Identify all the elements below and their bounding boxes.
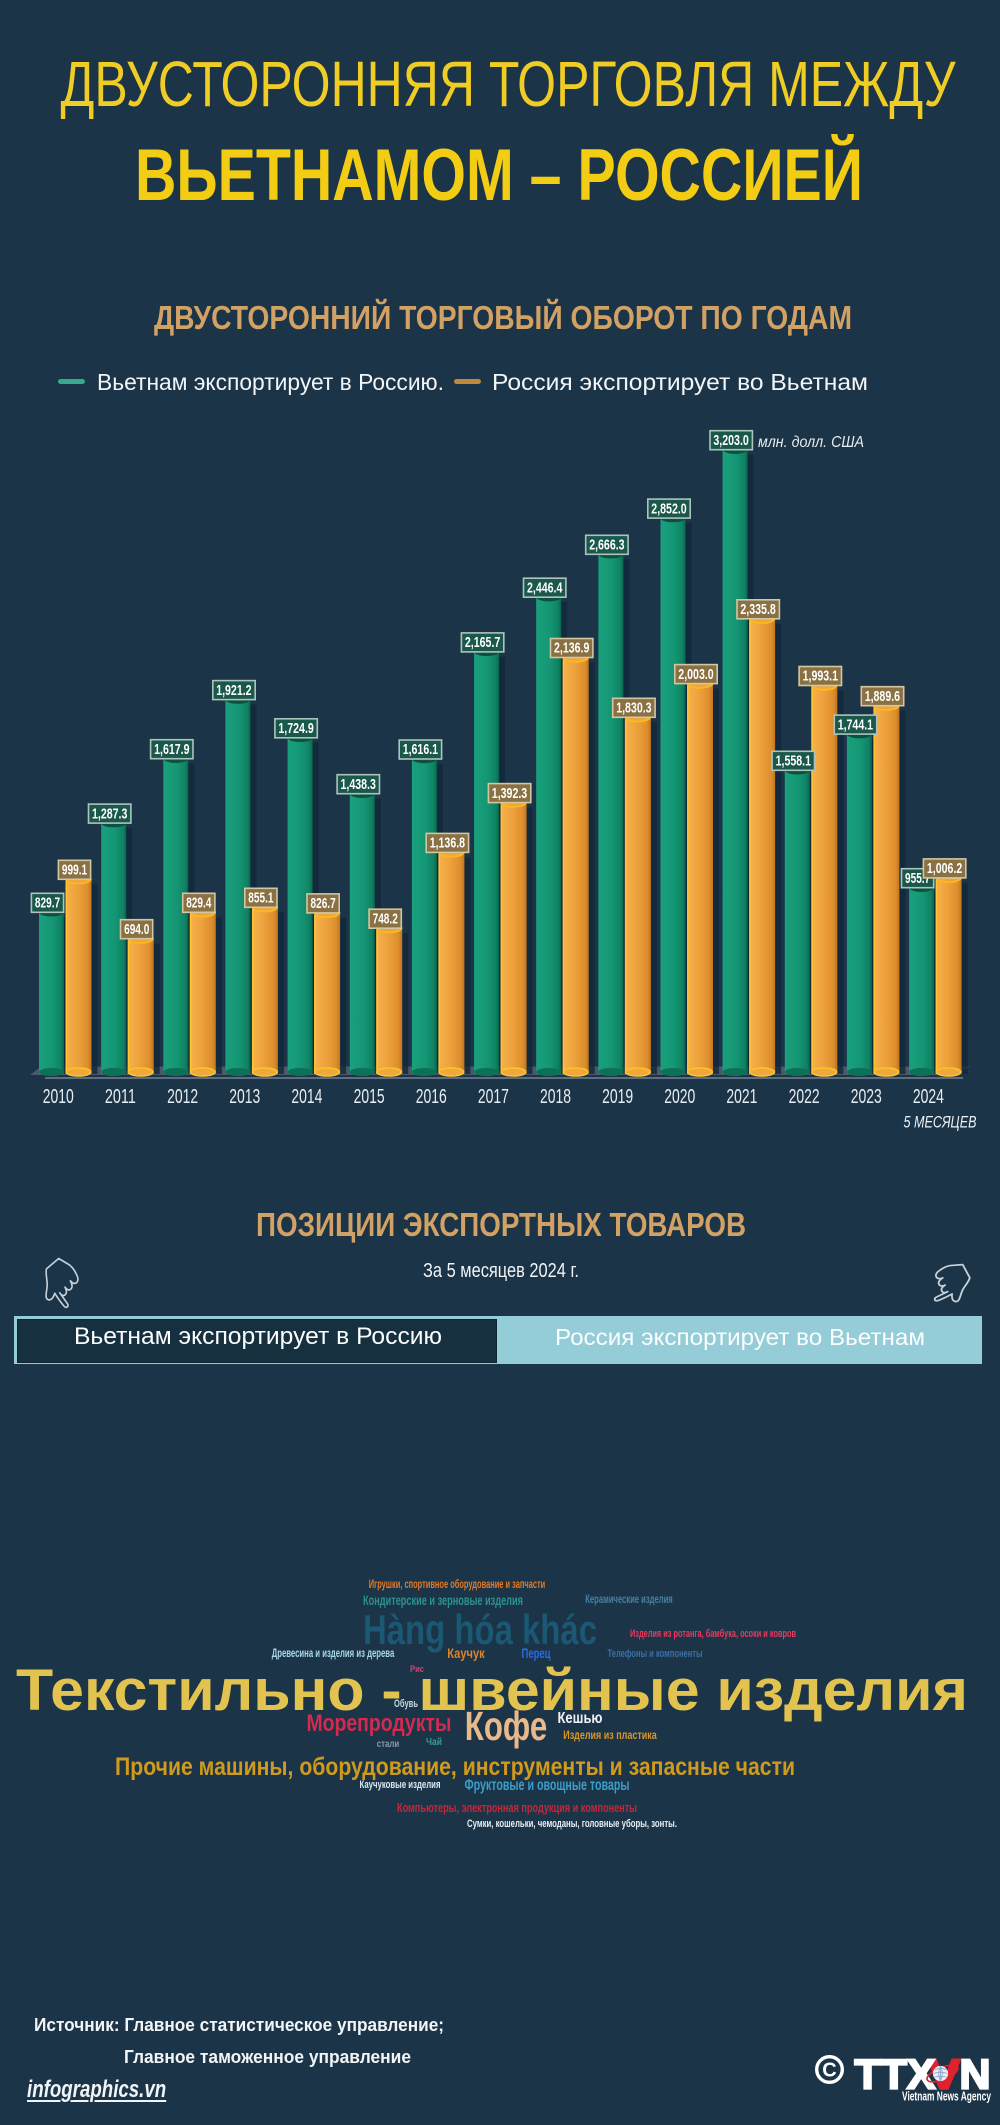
svg-text:TTX: TTX <box>855 2051 936 2098</box>
svg-text:2010: 2010 <box>43 1085 74 1108</box>
svg-text:999.1: 999.1 <box>62 863 87 879</box>
svg-text:2,335.8: 2,335.8 <box>740 602 775 618</box>
svg-text:2,136.9: 2,136.9 <box>554 641 589 657</box>
svg-text:2016: 2016 <box>416 1085 447 1108</box>
svg-text:2,003.0: 2,003.0 <box>678 667 713 683</box>
svg-text:2,446.4: 2,446.4 <box>527 580 562 596</box>
svg-text:1,724.9: 1,724.9 <box>278 721 313 737</box>
svg-text:1,889.6: 1,889.6 <box>865 689 900 705</box>
svg-text:2018: 2018 <box>540 1085 571 1108</box>
svg-text:2014: 2014 <box>291 1085 322 1108</box>
svg-text:855.1: 855.1 <box>248 891 273 907</box>
svg-text:млн. долл. США: млн. долл. США <box>758 434 864 451</box>
svg-text:694.0: 694.0 <box>124 922 149 938</box>
svg-text:2013: 2013 <box>229 1085 260 1108</box>
svg-text:1,438.3: 1,438.3 <box>341 777 376 793</box>
svg-text:1,830.3: 1,830.3 <box>616 701 651 717</box>
svg-text:1,993.1: 1,993.1 <box>803 669 838 685</box>
svg-text:1,558.1: 1,558.1 <box>776 754 811 770</box>
svg-text:2022: 2022 <box>789 1085 820 1108</box>
svg-text:2,666.3: 2,666.3 <box>589 538 624 554</box>
svg-text:2021: 2021 <box>726 1085 757 1108</box>
svg-text:1,921.2: 1,921.2 <box>216 683 251 699</box>
svg-text:1,136.8: 1,136.8 <box>430 836 465 852</box>
svg-text:1,744.1: 1,744.1 <box>838 717 873 733</box>
svg-text:2024: 2024 <box>913 1085 944 1108</box>
svg-text:5 МЕСЯЦЕВ: 5 МЕСЯЦЕВ <box>904 1114 977 1132</box>
svg-text:Vietnam News Agency: Vietnam News Agency <box>902 2090 991 2104</box>
svg-text:2,852.0: 2,852.0 <box>651 501 686 517</box>
svg-text:2023: 2023 <box>851 1085 882 1108</box>
svg-text:829.4: 829.4 <box>186 896 211 912</box>
svg-text:826.7: 826.7 <box>311 896 336 912</box>
svg-text:2,165.7: 2,165.7 <box>465 635 500 651</box>
svg-text:2012: 2012 <box>167 1085 198 1108</box>
svg-text:1,616.1: 1,616.1 <box>403 742 438 758</box>
svg-text:C: C <box>822 2060 836 2082</box>
svg-text:2019: 2019 <box>602 1085 633 1108</box>
svg-text:748.2: 748.2 <box>373 911 398 927</box>
svg-text:1,392.3: 1,392.3 <box>492 786 527 802</box>
svg-text:1,617.9: 1,617.9 <box>154 742 189 758</box>
svg-text:2020: 2020 <box>664 1085 695 1108</box>
svg-text:2011: 2011 <box>105 1085 136 1108</box>
svg-text:3,203.0: 3,203.0 <box>713 433 748 449</box>
svg-text:2017: 2017 <box>478 1085 509 1108</box>
svg-text:1,006.2: 1,006.2 <box>927 861 962 877</box>
svg-text:829.7: 829.7 <box>35 896 60 912</box>
svg-text:2015: 2015 <box>354 1085 385 1108</box>
svg-text:N: N <box>960 2051 991 2098</box>
svg-text:1,287.3: 1,287.3 <box>92 806 127 822</box>
